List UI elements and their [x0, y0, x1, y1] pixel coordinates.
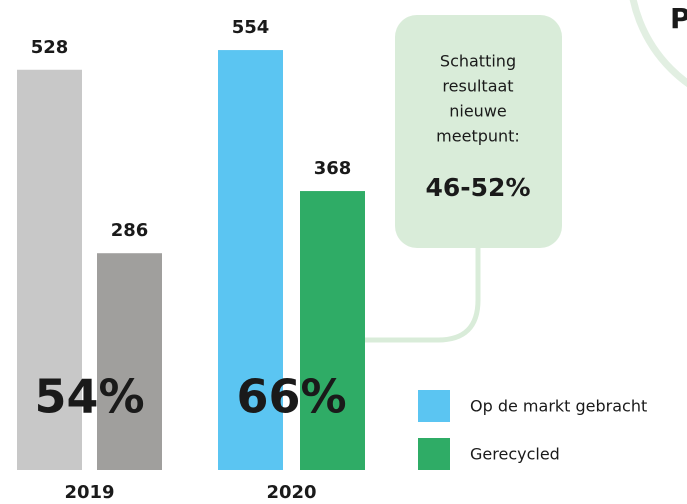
- callout-text: meetpunt:: [436, 127, 520, 146]
- corner-circle: [629, 0, 687, 88]
- value-label: 368: [314, 158, 352, 179]
- rate-label: 54%: [34, 370, 144, 424]
- callout-value: 46-52%: [425, 173, 530, 202]
- value-label: 554: [232, 17, 270, 38]
- rate-label: 66%: [236, 370, 346, 424]
- legend-label: Op de markt gebracht: [470, 397, 647, 416]
- corner-text: P: [670, 2, 687, 35]
- callout-tail: [365, 248, 481, 343]
- callout-text: Schatting: [440, 52, 516, 71]
- callout-text: resultaat: [442, 77, 513, 96]
- bar: [300, 191, 365, 470]
- value-label: 528: [31, 37, 69, 58]
- legend-swatch: [418, 390, 450, 422]
- value-label: 286: [111, 220, 149, 241]
- legend-swatch: [418, 438, 450, 470]
- bar: [218, 50, 283, 471]
- group-label: 2020: [266, 482, 316, 503]
- callout-box: [395, 15, 562, 248]
- legend-label: Gerecycled: [470, 445, 560, 464]
- bar: [97, 253, 162, 470]
- bar: [17, 69, 82, 470]
- group-label: 2019: [64, 482, 114, 503]
- callout-text: nieuwe: [449, 102, 507, 121]
